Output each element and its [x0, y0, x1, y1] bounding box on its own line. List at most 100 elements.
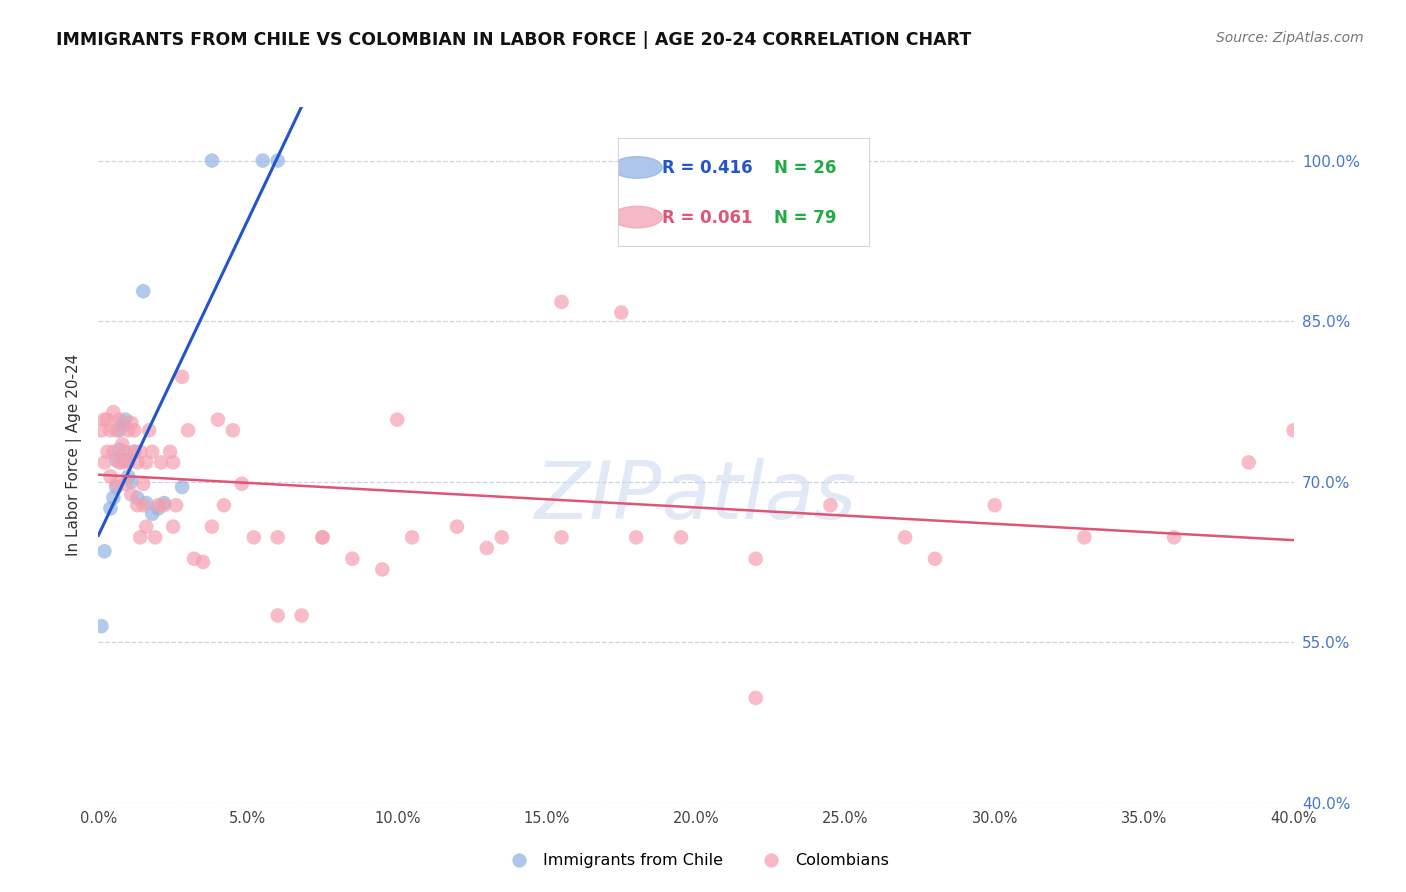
- Point: [111, 437, 134, 451]
- Point: [165, 498, 187, 512]
- Point: [162, 455, 184, 469]
- Point: [610, 305, 633, 319]
- Point: [114, 444, 136, 458]
- Point: [1163, 530, 1185, 544]
- Point: [1282, 423, 1305, 437]
- Point: [117, 453, 139, 467]
- Point: [924, 551, 946, 566]
- Text: ZIPatlas: ZIPatlas: [534, 458, 858, 536]
- Point: [124, 423, 146, 437]
- Point: [162, 519, 184, 533]
- Point: [129, 444, 152, 458]
- Point: [105, 453, 128, 467]
- Point: [153, 498, 176, 512]
- Point: [120, 416, 142, 430]
- Point: [117, 469, 139, 483]
- Point: [105, 423, 128, 437]
- Point: [96, 444, 118, 458]
- Point: [93, 544, 115, 558]
- Point: [127, 455, 149, 469]
- Point: [143, 530, 166, 544]
- Point: [111, 455, 134, 469]
- Point: [114, 476, 136, 491]
- Point: [105, 476, 128, 491]
- Point: [103, 444, 125, 458]
- Point: [150, 455, 173, 469]
- Point: [207, 412, 229, 426]
- Point: [191, 555, 214, 569]
- Point: [446, 519, 468, 533]
- Point: [371, 562, 394, 576]
- Point: [243, 530, 266, 544]
- Point: [127, 498, 149, 512]
- Text: IMMIGRANTS FROM CHILE VS COLOMBIAN IN LABOR FORCE | AGE 20-24 CORRELATION CHART: IMMIGRANTS FROM CHILE VS COLOMBIAN IN LA…: [56, 31, 972, 49]
- Point: [135, 496, 157, 510]
- Point: [212, 498, 235, 512]
- Point: [820, 498, 842, 512]
- Point: [311, 530, 333, 544]
- Point: [141, 507, 163, 521]
- Point: [100, 501, 122, 516]
- Point: [108, 442, 131, 457]
- Point: [120, 487, 142, 501]
- Point: [138, 423, 160, 437]
- Text: R = 0.416: R = 0.416: [662, 159, 752, 177]
- Point: [159, 444, 181, 458]
- Point: [222, 423, 245, 437]
- Point: [201, 519, 224, 533]
- Point: [669, 530, 692, 544]
- Point: [153, 496, 176, 510]
- Point: [93, 412, 115, 426]
- Point: [626, 530, 648, 544]
- Text: R = 0.061: R = 0.061: [662, 209, 752, 227]
- Legend: Immigrants from Chile, Colombians: Immigrants from Chile, Colombians: [496, 847, 896, 875]
- Point: [124, 444, 146, 458]
- Point: [132, 476, 155, 491]
- Text: N = 79: N = 79: [773, 209, 837, 227]
- Point: [311, 530, 333, 544]
- Point: [177, 423, 200, 437]
- Point: [135, 519, 157, 533]
- Point: [127, 491, 149, 505]
- Y-axis label: In Labor Force | Age 20-24: In Labor Force | Age 20-24: [66, 354, 83, 556]
- Point: [172, 369, 194, 384]
- Point: [132, 284, 155, 298]
- Point: [1073, 530, 1095, 544]
- Point: [117, 423, 139, 437]
- Point: [252, 153, 274, 168]
- Point: [96, 412, 118, 426]
- Point: [267, 153, 290, 168]
- Point: [108, 423, 131, 437]
- Point: [231, 476, 253, 491]
- Point: [93, 455, 115, 469]
- Point: [267, 608, 290, 623]
- Point: [129, 530, 152, 544]
- Point: [201, 153, 224, 168]
- Point: [148, 498, 170, 512]
- Point: [342, 551, 364, 566]
- Point: [108, 412, 131, 426]
- Point: [114, 453, 136, 467]
- Point: [172, 480, 194, 494]
- Text: Source: ZipAtlas.com: Source: ZipAtlas.com: [1216, 31, 1364, 45]
- Point: [111, 419, 134, 434]
- Point: [291, 608, 314, 623]
- Point: [894, 530, 917, 544]
- Point: [550, 294, 572, 309]
- Point: [141, 444, 163, 458]
- Circle shape: [612, 157, 662, 178]
- Point: [148, 501, 170, 516]
- Point: [132, 498, 155, 512]
- Point: [745, 690, 768, 705]
- Point: [491, 530, 513, 544]
- Point: [120, 475, 142, 489]
- Point: [100, 423, 122, 437]
- Point: [105, 480, 128, 494]
- Point: [114, 412, 136, 426]
- Point: [100, 469, 122, 483]
- Point: [111, 416, 134, 430]
- Point: [1237, 455, 1260, 469]
- Point: [385, 412, 409, 426]
- Point: [475, 541, 498, 555]
- Point: [117, 455, 139, 469]
